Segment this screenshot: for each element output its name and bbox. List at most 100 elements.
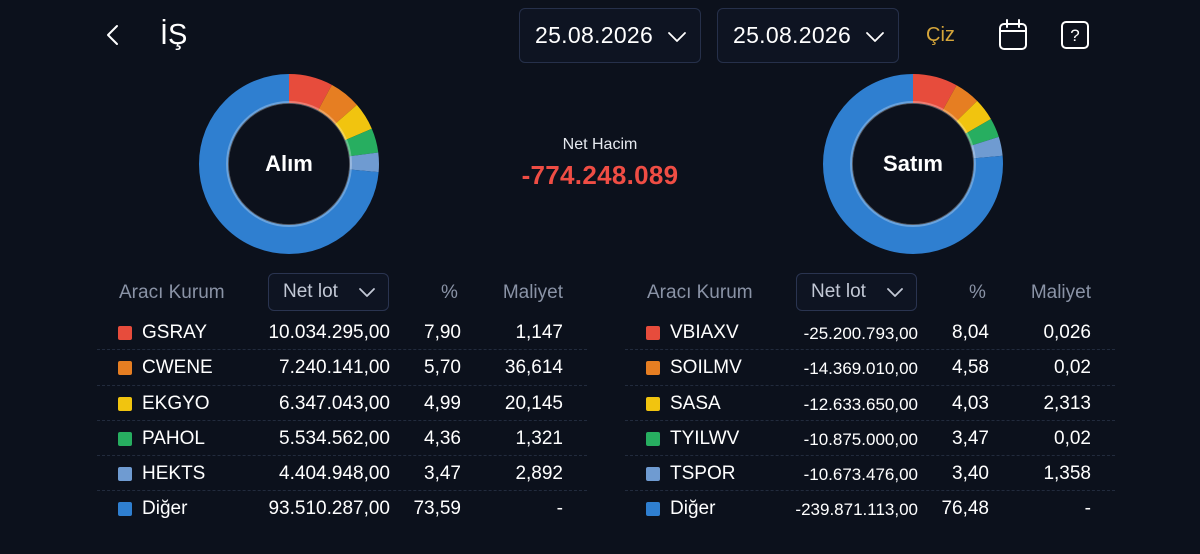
table-row[interactable]: CWENE 7.240.141,00 5,70 36,614 (97, 350, 587, 386)
color-swatch (118, 431, 132, 446)
sell-donut-inner-ring (850, 101, 976, 227)
cost-value: 0,02 (1054, 427, 1091, 449)
table-row[interactable]: Diğer 93.510.287,00 73,59 - (97, 491, 587, 526)
color-swatch (646, 326, 660, 340)
broker-name: TYILWV (670, 427, 740, 449)
percent-value: 8,04 (952, 322, 989, 343)
table-row[interactable]: VBIAXV -25.200.793,00 8,04 0,026 (625, 315, 1115, 351)
percent-value: 4,03 (952, 392, 989, 414)
chevron-left-icon (107, 25, 118, 45)
percent-value: 3,47 (952, 427, 989, 449)
color-swatch (646, 361, 660, 376)
cost-value: 0,026 (1043, 322, 1091, 343)
percent-value: 4,36 (424, 427, 461, 449)
calendar-icon (999, 19, 1027, 50)
calendar-button[interactable] (997, 18, 1029, 52)
percent-value: 3,47 (424, 463, 461, 485)
question-mark-icon: ? (1061, 21, 1089, 49)
sell-table-header: Aracı Kurum Net lot % Maliyet (625, 270, 1115, 315)
broker-name: Diğer (670, 498, 716, 520)
buy-metric-select-value: Net lot (283, 281, 338, 302)
percent-value: 76,48 (941, 498, 989, 520)
end-date-select[interactable]: 25.08.2026 (717, 8, 899, 63)
sell-donut-slice-diğer (823, 74, 1003, 254)
buy-donut-inner-ring (226, 101, 352, 227)
sell-metric-select-value: Net lot (811, 281, 866, 302)
cost-value: - (556, 498, 563, 520)
table-row[interactable]: Diğer -239.871.113,00 76,48 - (625, 491, 1115, 526)
sell-table: Aracı Kurum Net lot % Maliyet VBIAXV -25.… (625, 270, 1115, 527)
color-swatch (118, 361, 132, 376)
net-lot-value: -10.673.476,00 (803, 465, 918, 485)
percent-value: 5,70 (424, 357, 461, 379)
buy-metric-select[interactable]: Net lot (268, 273, 389, 311)
broker-column-header: Aracı Kurum (647, 282, 753, 303)
table-row[interactable]: PAHOL 5.534.562,00 4,36 1,321 (97, 421, 587, 457)
broker-name: GSRAY (142, 322, 208, 343)
broker-name: EKGYO (142, 392, 210, 414)
percent-value: 3,40 (952, 463, 989, 485)
cost-value: 0,02 (1054, 357, 1091, 379)
cost-value: 1,321 (515, 427, 563, 449)
buy-donut-chart (199, 74, 379, 254)
start-date-select[interactable]: 25.08.2026 (519, 8, 701, 63)
cost-column-header: Maliyet (1030, 282, 1091, 303)
cost-value: 2,313 (1043, 392, 1091, 414)
table-row[interactable]: SASA -12.633.650,00 4,03 2,313 (625, 386, 1115, 421)
start-date-value: 25.08.2026 (535, 22, 654, 48)
broker-name: SASA (670, 392, 721, 414)
net-lot-value: -12.633.650,00 (803, 394, 918, 414)
color-swatch (118, 326, 132, 340)
broker-name: Diğer (142, 498, 188, 520)
buy-donut-label: Alım (265, 151, 313, 176)
net-lot-value: -14.369.010,00 (803, 359, 918, 379)
color-swatch (118, 396, 132, 411)
color-swatch (118, 502, 132, 517)
buy-table-body: GSRAY 10.034.295,00 7,90 1,147 CWENE 7.240.1… (97, 315, 587, 527)
buy-donut-slice-hekts (199, 74, 379, 254)
table-row[interactable]: TYILWV -10.875.000,00 3,47 0,02 (625, 421, 1115, 457)
sell-donut-label: Satım (883, 151, 943, 176)
table-row[interactable]: SOILMV -14.369.010,00 4,58 0,02 (625, 350, 1115, 386)
cost-value: 2,892 (515, 463, 563, 485)
chevron-down-icon (668, 32, 686, 42)
chevron-down-icon (866, 32, 884, 42)
net-lot-value: -10.875.000,00 (803, 429, 918, 449)
svg-text:?: ? (1070, 26, 1079, 45)
broker-name: PAHOL (142, 427, 206, 449)
net-lot-value: -239.871.113,00 (795, 500, 918, 520)
table-row[interactable]: GSRAY 10.034.295,00 7,90 1,147 (97, 315, 587, 351)
buy-donut-center (229, 104, 349, 224)
sell-table-body: VBIAXV -25.200.793,00 8,04 0,026 SOILMV -14.… (625, 315, 1115, 527)
buy-table-header: Aracı Kurum Net lot % Maliyet (97, 270, 587, 315)
broker-name: VBIAXV (670, 322, 739, 343)
color-swatch (646, 396, 660, 411)
back-button[interactable] (96, 18, 130, 52)
net-lot-value: 10.034.295,00 (268, 322, 390, 343)
table-row[interactable]: HEKTS 4.404.948,00 3,47 2,892 (97, 456, 587, 492)
sell-donut-center (853, 104, 973, 224)
percent-value: 7,90 (424, 322, 461, 343)
help-button[interactable]: ? (1060, 20, 1090, 50)
cost-value: - (1084, 498, 1091, 520)
broker-name: SOILMV (670, 357, 742, 379)
cost-value: 1,147 (515, 322, 563, 343)
chevron-down-icon (887, 288, 903, 297)
net-lot-value: 4.404.948,00 (279, 463, 390, 485)
sell-metric-select[interactable]: Net lot (796, 273, 917, 311)
cost-value: 36,614 (504, 357, 563, 379)
draw-button[interactable]: Çiz (926, 24, 955, 46)
broker-name: CWENE (142, 357, 213, 379)
buy-table: Aracı Kurum Net lot % Maliyet GSRAY 10.03… (97, 270, 587, 527)
net-lot-value: 7.240.141,00 (279, 357, 390, 379)
percent-column-header: % (969, 282, 986, 303)
color-swatch (646, 431, 660, 446)
table-row[interactable]: TSPOR -10.673.476,00 3,40 1,358 (625, 456, 1115, 492)
table-row[interactable]: EKGYO 6.347.043,00 4,99 20,145 (97, 386, 587, 421)
net-lot-value: 93.510.287,00 (268, 498, 390, 520)
percent-value: 73,59 (413, 498, 461, 520)
cost-column-header: Maliyet (502, 282, 563, 303)
cost-value: 20,145 (504, 392, 563, 414)
net-lot-value: 5.534.562,00 (279, 427, 390, 449)
percent-value: 4,99 (424, 392, 461, 414)
